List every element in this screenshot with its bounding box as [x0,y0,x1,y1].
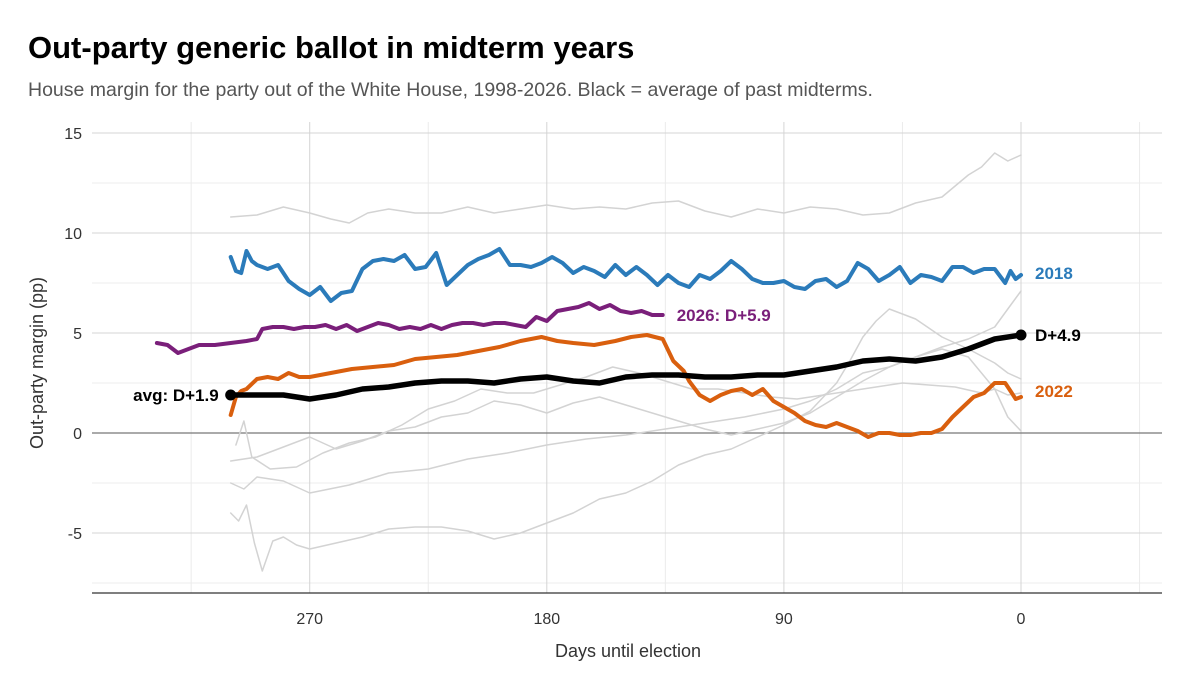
y-tick-label: -5 [68,526,82,543]
series-label: D+4.9 [1035,326,1081,345]
series-label: avg: D+1.9 [133,386,219,405]
past-midterm-line [229,290,1022,494]
endpoint-marker [225,389,237,401]
past-midterm-line [229,152,1022,224]
endpoint-marker [1015,329,1027,341]
y-tick-label: 5 [73,326,82,343]
endpoint-markers [225,329,1027,401]
x-tick-label: 270 [296,611,323,628]
chart-subtitle: House margin for the party out of the Wh… [28,79,873,101]
y-tick-label: 10 [64,226,82,243]
y-axis-label: Out-party margin (pp) [27,277,47,449]
past-midterm-line [229,308,1022,572]
x-tick-label: 180 [533,611,560,628]
average-line [227,332,1024,402]
series-line-2026 [154,301,665,355]
y-tick-label: 15 [64,126,82,143]
series-line-2018 [228,247,1023,303]
series-labels: avg: D+1.9 D+4.9 2018 2022 2026: D+5.9 [133,264,1081,405]
y-tick-label: 0 [73,426,82,443]
x-tick-label: 90 [775,611,793,628]
series-label: 2022 [1035,382,1073,401]
past-midterm-line [235,366,1022,470]
series-lines [154,152,1024,572]
grid-lines [92,122,1162,594]
x-tick-label: 0 [1017,611,1026,628]
chart-title: Out-party generic ballot in midterm year… [28,30,635,65]
y-tick-labels: 15 10 5 0 -5 [64,126,82,543]
x-axis-label: Days until election [555,641,701,661]
series-line-2022 [228,333,1023,439]
series-label: 2026: D+5.9 [677,306,771,325]
series-label: 2018 [1035,264,1073,283]
x-tick-labels: 270 180 90 0 [296,611,1025,628]
